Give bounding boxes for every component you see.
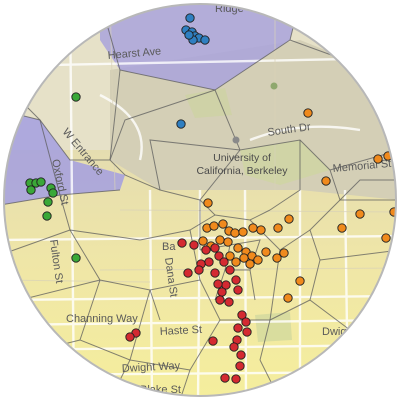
orange-point[interactable] bbox=[253, 255, 263, 265]
red-point[interactable] bbox=[183, 268, 193, 278]
orange-point[interactable] bbox=[389, 207, 398, 217]
orange-point[interactable] bbox=[209, 221, 219, 231]
red-point[interactable] bbox=[208, 336, 218, 346]
label-ban: Ba bbox=[162, 241, 176, 253]
red-point[interactable] bbox=[204, 257, 214, 267]
red-point[interactable] bbox=[177, 238, 187, 248]
orange-point[interactable] bbox=[223, 237, 233, 247]
red-point[interactable] bbox=[210, 268, 220, 278]
blue-point[interactable] bbox=[200, 35, 210, 45]
green-point[interactable] bbox=[48, 188, 58, 198]
orange-point[interactable] bbox=[215, 235, 225, 245]
red-point[interactable] bbox=[125, 332, 135, 342]
orange-point[interactable] bbox=[303, 108, 313, 118]
label-hearst-ave: Hearst Ave bbox=[107, 45, 161, 62]
label-dana-st: Dana St bbox=[162, 257, 179, 298]
label-channing-way: Channing Way bbox=[66, 313, 138, 325]
orange-point[interactable] bbox=[245, 259, 255, 269]
red-point[interactable] bbox=[210, 243, 220, 253]
red-point[interactable] bbox=[225, 265, 235, 275]
red-point[interactable] bbox=[224, 297, 234, 307]
green-point[interactable] bbox=[43, 197, 53, 207]
red-point[interactable] bbox=[235, 361, 245, 371]
red-point[interactable] bbox=[219, 257, 229, 267]
orange-point[interactable] bbox=[248, 223, 258, 233]
red-point[interactable] bbox=[233, 323, 243, 333]
red-point[interactable] bbox=[233, 285, 243, 295]
orange-point[interactable] bbox=[225, 251, 235, 261]
campus-marker-icon bbox=[232, 82, 278, 144]
blue-point[interactable] bbox=[185, 13, 195, 23]
orange-point[interactable] bbox=[381, 233, 391, 243]
map-border bbox=[3, 3, 397, 397]
purple-region-north bbox=[100, 4, 300, 90]
orange-point[interactable] bbox=[273, 223, 283, 233]
orange-point[interactable] bbox=[390, 258, 399, 268]
orange-point[interactable] bbox=[337, 223, 347, 233]
red-point[interactable] bbox=[220, 373, 230, 383]
label-campus-line1: University of bbox=[213, 152, 271, 164]
orange-point[interactable] bbox=[238, 227, 248, 237]
red-point[interactable] bbox=[241, 317, 251, 327]
red-point[interactable] bbox=[217, 287, 227, 297]
label-campus-line2: California, Berkeley bbox=[196, 165, 288, 177]
orange-point[interactable] bbox=[283, 293, 293, 303]
red-point[interactable] bbox=[215, 295, 225, 305]
orange-point[interactable] bbox=[355, 209, 365, 219]
red-point[interactable] bbox=[231, 275, 241, 285]
label-ridge: Ridge bbox=[215, 3, 244, 15]
orange-point[interactable] bbox=[230, 228, 240, 238]
red-point[interactable] bbox=[213, 279, 223, 289]
orange-point[interactable] bbox=[203, 198, 213, 208]
red-point[interactable] bbox=[214, 251, 224, 261]
orange-point[interactable] bbox=[231, 257, 241, 267]
label-dwight-way: Dwight Way bbox=[122, 360, 181, 375]
data-points bbox=[25, 13, 399, 384]
park-patch bbox=[240, 140, 330, 185]
park-patch bbox=[185, 88, 232, 118]
red-point[interactable] bbox=[231, 374, 241, 384]
red-point[interactable] bbox=[194, 265, 204, 275]
orange-point[interactable] bbox=[373, 154, 383, 164]
green-point[interactable] bbox=[36, 177, 46, 187]
red-point[interactable] bbox=[229, 342, 239, 352]
green-point[interactable] bbox=[71, 92, 81, 102]
orange-point[interactable] bbox=[295, 276, 305, 286]
orange-point[interactable] bbox=[272, 253, 282, 263]
orange-point[interactable] bbox=[239, 253, 249, 263]
label-dwight-east: Dwig bbox=[322, 326, 346, 338]
red-point[interactable] bbox=[236, 350, 246, 360]
park-patch bbox=[255, 312, 292, 342]
orange-point[interactable] bbox=[233, 243, 243, 253]
green-point[interactable] bbox=[26, 185, 36, 195]
orange-point[interactable] bbox=[261, 247, 271, 257]
red-point[interactable] bbox=[242, 327, 252, 337]
orange-point[interactable] bbox=[198, 236, 208, 246]
red-point[interactable] bbox=[189, 240, 199, 250]
orange-point[interactable] bbox=[284, 214, 294, 224]
green-point[interactable] bbox=[42, 211, 52, 221]
orange-point[interactable] bbox=[279, 248, 289, 258]
red-point[interactable] bbox=[237, 310, 247, 320]
blue-point[interactable] bbox=[184, 30, 194, 40]
orange-point[interactable] bbox=[256, 225, 266, 235]
red-point[interactable] bbox=[201, 245, 211, 255]
label-haste-st: Haste St bbox=[160, 324, 203, 338]
orange-point[interactable] bbox=[218, 219, 228, 229]
green-point[interactable] bbox=[71, 253, 81, 263]
blue-point[interactable] bbox=[176, 119, 186, 129]
orange-point[interactable] bbox=[321, 176, 331, 186]
